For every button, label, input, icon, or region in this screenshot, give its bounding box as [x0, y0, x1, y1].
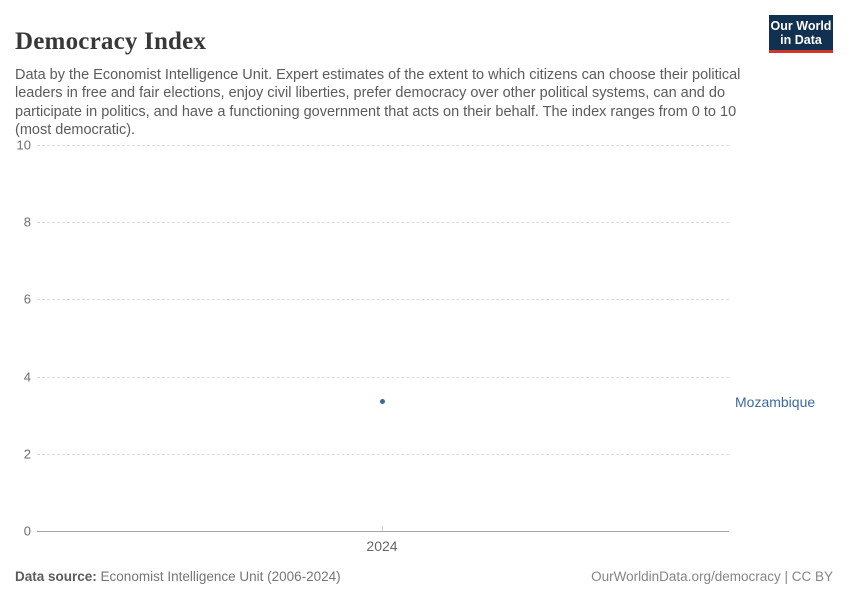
chart-footer: Data source: Economist Intelligence Unit…: [15, 569, 833, 584]
data-source-value: Economist Intelligence Unit (2006-2024): [100, 569, 341, 584]
x-axis-line: [37, 531, 729, 532]
owid-logo[interactable]: Our World in Data: [769, 15, 833, 53]
data-point[interactable]: [379, 399, 385, 405]
y-axis-tick-label: 6: [23, 291, 31, 307]
entity-label[interactable]: Mozambique: [735, 393, 816, 410]
y-axis-tick-label: 8: [23, 214, 31, 230]
x-axis-tick: [382, 526, 383, 531]
gridline: [37, 222, 729, 224]
owid-logo-line2: in Data: [780, 33, 822, 47]
gridline: [37, 145, 729, 146]
chart-title: Democracy Index: [15, 27, 207, 55]
y-axis-tick-label: 10: [16, 137, 31, 153]
chart-subtitle: Data by the Economist Intelligence Unit.…: [15, 66, 741, 139]
gridline: [37, 453, 729, 455]
x-axis-tick-label: 2024: [366, 538, 398, 554]
gridline: [37, 376, 729, 378]
gridline: [37, 299, 729, 301]
y-axis-tick-label: 0: [23, 523, 31, 539]
owid-logo-line1: Our World: [770, 19, 832, 33]
y-axis-tick-label: 4: [23, 369, 31, 385]
data-source: Data source: Economist Intelligence Unit…: [15, 569, 341, 584]
footer-link[interactable]: OurWorldinData.org/democracy | CC BY: [591, 569, 833, 584]
data-source-label: Data source:: [15, 569, 97, 584]
y-axis-tick-label: 2: [23, 446, 31, 462]
